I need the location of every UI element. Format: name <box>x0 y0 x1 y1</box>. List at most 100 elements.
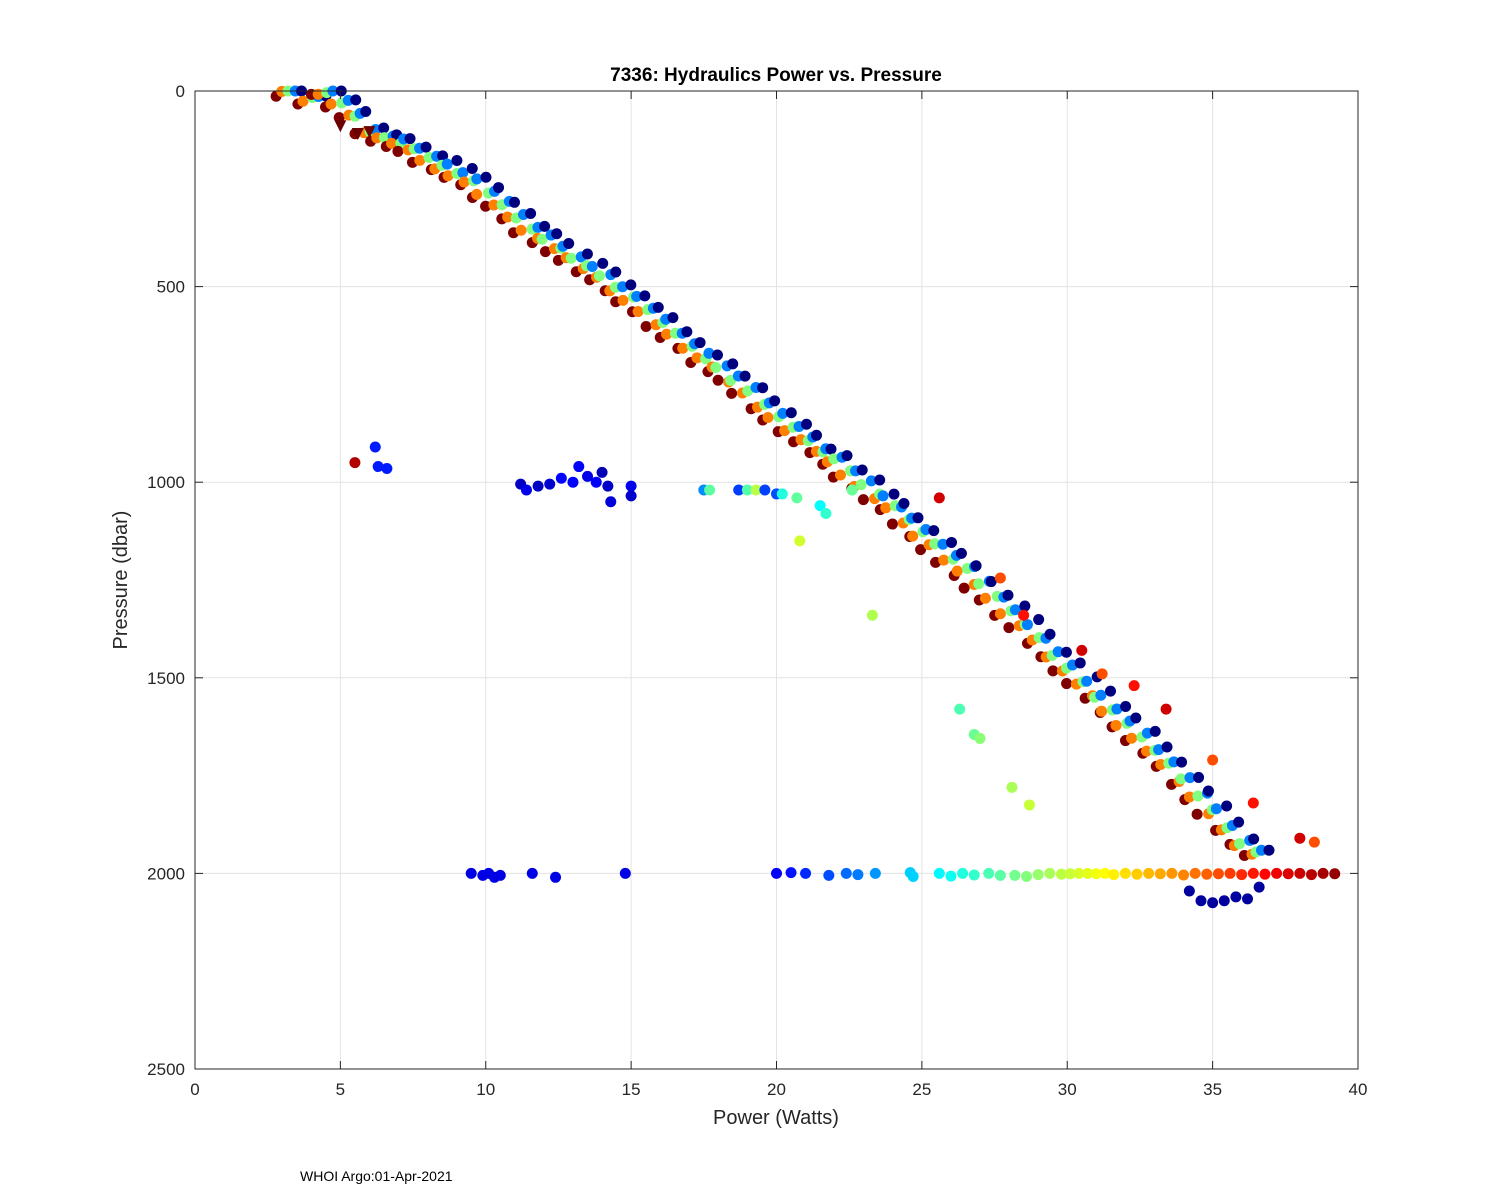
scatter-point <box>785 407 797 419</box>
scatter-point <box>937 538 949 550</box>
scatter-point <box>550 871 562 883</box>
scatter-point <box>539 246 551 258</box>
x-tick-label: 10 <box>476 1080 495 1099</box>
x-tick-label: 20 <box>767 1080 786 1099</box>
scatter-point <box>350 94 362 106</box>
scatter-point <box>1242 893 1254 905</box>
scatter-point <box>681 326 693 338</box>
scatter-point <box>1207 897 1219 909</box>
scatter-point <box>532 480 544 492</box>
scatter-point <box>856 464 868 476</box>
scatter-point <box>955 547 967 559</box>
y-tick-label: 500 <box>157 278 185 297</box>
scatter-point <box>726 387 738 399</box>
scatter-point <box>677 342 689 354</box>
scatter-point <box>1111 703 1123 715</box>
scatter-point <box>800 418 812 430</box>
scatter-point <box>777 407 789 419</box>
scatter-point <box>526 867 538 879</box>
scatter-point <box>712 374 724 386</box>
scatter-point <box>1218 895 1230 907</box>
scatter-point <box>610 266 622 278</box>
grid-lines <box>194 90 1359 1070</box>
scatter-point <box>1210 803 1222 815</box>
scatter-point <box>1282 868 1294 880</box>
scatter-point <box>1259 868 1271 880</box>
scatter-point <box>597 257 609 269</box>
scatter-point <box>811 429 823 441</box>
x-tick-label: 40 <box>1349 1080 1368 1099</box>
scatter-point <box>1019 600 1031 612</box>
scatter-point <box>757 382 769 394</box>
scatter-point <box>759 484 771 496</box>
scatter-point <box>573 461 585 473</box>
x-tick-label: 5 <box>336 1080 345 1099</box>
scatter-point <box>974 732 986 744</box>
scatter-point <box>1143 867 1155 879</box>
scatter-point <box>441 158 453 170</box>
triangle-marker <box>363 126 376 139</box>
scatter-point <box>1166 867 1178 879</box>
scatter-point <box>625 480 637 492</box>
scatter-point <box>1294 867 1306 879</box>
scatter-point <box>465 867 477 879</box>
scatter-point <box>957 867 969 879</box>
scatter-point <box>1082 867 1094 879</box>
scatter-point <box>694 337 706 349</box>
scatter-point <box>457 167 469 179</box>
scatter-point <box>840 867 852 879</box>
scatter-point <box>437 150 449 162</box>
scatter-point <box>1221 800 1233 812</box>
scatter-point <box>1003 622 1015 634</box>
scatter-point <box>1294 832 1306 844</box>
scatter-point <box>779 425 791 437</box>
scatter-point <box>1233 816 1245 828</box>
scatter-point <box>581 248 593 260</box>
scatter-point <box>711 349 723 361</box>
scatter-point <box>551 228 563 240</box>
scatter-point <box>1021 619 1033 631</box>
scatter-point <box>1119 867 1131 879</box>
scatter-point <box>1002 589 1014 601</box>
y-axis-label: Pressure (dbar) <box>110 511 132 650</box>
chart-title: 7336: Hydraulics Power vs. Pressure <box>610 65 942 86</box>
scatter-point <box>404 133 416 145</box>
scatter-point <box>1006 781 1018 793</box>
scatter-point <box>325 98 337 110</box>
axes-box <box>194 90 1359 1070</box>
scatter-point <box>381 463 393 475</box>
y-tick-label: 1500 <box>147 669 185 688</box>
y-tick-label: 0 <box>176 82 185 101</box>
scatter-point <box>1230 891 1242 903</box>
scatter-point <box>1044 628 1056 640</box>
scatter-point <box>970 560 982 572</box>
scatter-point <box>866 609 878 621</box>
scatter-point <box>590 476 602 488</box>
scatter-point <box>1060 646 1072 658</box>
scatter-point <box>1193 771 1205 783</box>
x-tick-label: 30 <box>1058 1080 1077 1099</box>
scatter-point <box>471 173 483 185</box>
scatter-point <box>771 867 782 879</box>
scatter-point <box>297 95 309 107</box>
scatter-point <box>886 518 898 530</box>
scatter-point <box>912 512 924 524</box>
scatter-point <box>865 475 877 487</box>
scatter-point <box>565 252 577 264</box>
scatter-point <box>617 294 629 306</box>
scatter-points <box>270 85 1341 909</box>
scatter-point <box>420 141 432 153</box>
scatter-point <box>536 233 548 245</box>
scatter-point <box>632 306 644 318</box>
scatter-point <box>1074 657 1086 669</box>
footer-stamp: WHOI Argo:01-Apr-2021 <box>300 1168 453 1184</box>
scatter-point <box>1055 868 1067 880</box>
scatter-point <box>1253 881 1265 893</box>
scatter-point <box>946 536 958 548</box>
scatter-point <box>1189 867 1201 879</box>
scatter-point <box>874 474 886 486</box>
scatter-point <box>625 279 637 291</box>
scatter-point <box>1178 869 1190 881</box>
scatter-point <box>1305 869 1317 881</box>
scatter-point <box>704 484 716 496</box>
